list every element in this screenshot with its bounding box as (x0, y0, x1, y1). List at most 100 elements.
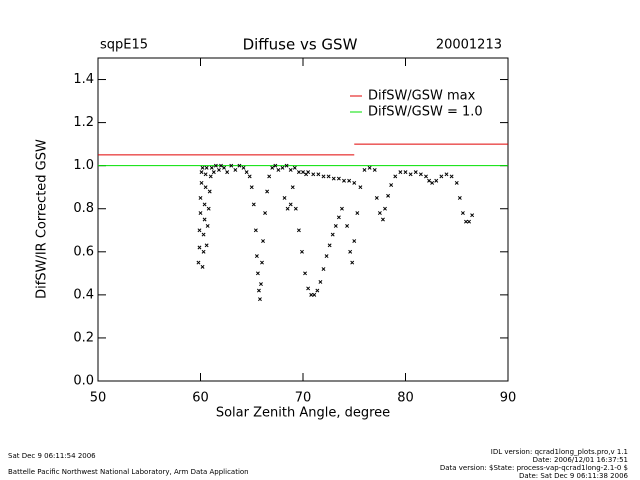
scatter-point (383, 206, 387, 211)
footer-text: IDL version: qcrad1long_plots.pro,v 1.1 (491, 448, 628, 456)
scatter-point (296, 170, 301, 175)
scatter-point (348, 249, 353, 254)
scatter-point (427, 178, 432, 183)
scatter-point (315, 288, 320, 293)
scatter-point (355, 211, 360, 215)
scatter-point (470, 213, 475, 218)
scatter-point (449, 174, 454, 179)
scatter-point (306, 170, 311, 175)
scatter-point (374, 196, 379, 200)
scatter-point (309, 292, 314, 297)
scatter-point (347, 178, 352, 183)
scatter-point (403, 170, 408, 175)
scatter-point (196, 260, 201, 265)
scatter-point (216, 168, 221, 172)
scatter-point (393, 174, 398, 179)
scatter-point (201, 249, 206, 254)
y-tick-label: 1.0 (73, 158, 94, 173)
footer-text: Battelle Pacific Northwest National Labo… (8, 468, 249, 476)
scatter-point (251, 202, 256, 207)
scatter-point (454, 180, 459, 185)
y-tick-label: 0.0 (73, 374, 94, 389)
scatter-point (253, 228, 258, 233)
scatter-point (311, 172, 316, 177)
y-tick-label: 0.2 (73, 330, 94, 345)
scatter-point (219, 163, 223, 168)
scatter-point (207, 189, 212, 194)
scatter-point (199, 180, 204, 185)
scatter-point (222, 165, 227, 170)
scatter-point (336, 176, 341, 181)
scatter-point (418, 172, 423, 177)
scatter-point (225, 170, 230, 175)
scatter-point (201, 232, 206, 237)
footer-text: Date: Sat Dec 9 06:11:38 2006 (519, 472, 628, 480)
scatter-point (259, 282, 263, 287)
scatter-point (256, 288, 261, 293)
scatter-point (398, 170, 403, 175)
scatter-point (202, 217, 207, 222)
x-axis-label: Solar Zenith Angle, degree (216, 406, 390, 421)
scatter-point (206, 206, 211, 211)
scatter-point (306, 286, 311, 291)
scatter-point (205, 224, 210, 228)
scatter-point (233, 168, 238, 172)
scatter-point (267, 174, 272, 179)
scatter-point (254, 254, 259, 259)
scatter-point (386, 193, 391, 198)
scatter-point (204, 243, 209, 248)
scatter-point (285, 206, 290, 211)
legend-label: DifSW/GSW max (368, 89, 476, 104)
y-tick-label: 0.4 (73, 287, 94, 302)
scatter-point (331, 176, 336, 181)
scatter-point (198, 196, 203, 200)
scatter-point (327, 243, 332, 248)
scatter-point (288, 202, 293, 207)
scatter-point (300, 249, 304, 254)
scatter-point (460, 211, 465, 215)
scatter-point (199, 170, 204, 175)
scatter-point (247, 174, 252, 179)
scatter-point (270, 165, 275, 170)
scatter-point (326, 174, 331, 179)
scatter-point (244, 170, 249, 175)
scatter-point (202, 202, 207, 207)
scatter-point (444, 172, 449, 177)
scatter-point (321, 174, 326, 179)
scatter-point (324, 254, 329, 259)
scatter-point (208, 174, 213, 179)
scatter-point (439, 174, 444, 179)
footer-text: Data version: $State: process-vap-qcrad1… (440, 464, 628, 472)
scatter-point (280, 165, 285, 170)
scatter-point (372, 168, 377, 172)
scatter-point (316, 172, 321, 177)
scatter-point (273, 163, 278, 168)
scatter-point (203, 172, 208, 177)
scatter-point (237, 163, 242, 168)
scatter-point (330, 232, 335, 237)
scatter-point (296, 228, 301, 233)
chart-title: Diffuse vs GSW (243, 36, 358, 54)
scatter-point (265, 189, 270, 194)
scatter-point (293, 206, 298, 211)
scatter-point (261, 239, 265, 243)
scatter-point (229, 163, 234, 168)
y-axis-label: DifSW/IR Corrected GSW (35, 139, 50, 299)
scatter-point (200, 165, 205, 170)
y-tick-label: 0.6 (73, 244, 94, 259)
scatter-point (362, 168, 367, 172)
y-tick-label: 0.8 (73, 201, 94, 216)
scatter-point (464, 219, 468, 224)
scatter-point (200, 264, 205, 269)
scatter-point (241, 165, 246, 170)
scatter-point (345, 224, 350, 228)
scatter-point (318, 279, 323, 284)
scatter-point (276, 168, 281, 172)
scatter-point (197, 228, 202, 233)
legend-label: DifSW/GSW = 1.0 (368, 105, 483, 120)
scatter-point (350, 260, 355, 265)
scatter-point (457, 196, 462, 200)
scatter-point (352, 239, 357, 243)
scatter-point (249, 185, 254, 190)
scatter-point (380, 217, 385, 222)
